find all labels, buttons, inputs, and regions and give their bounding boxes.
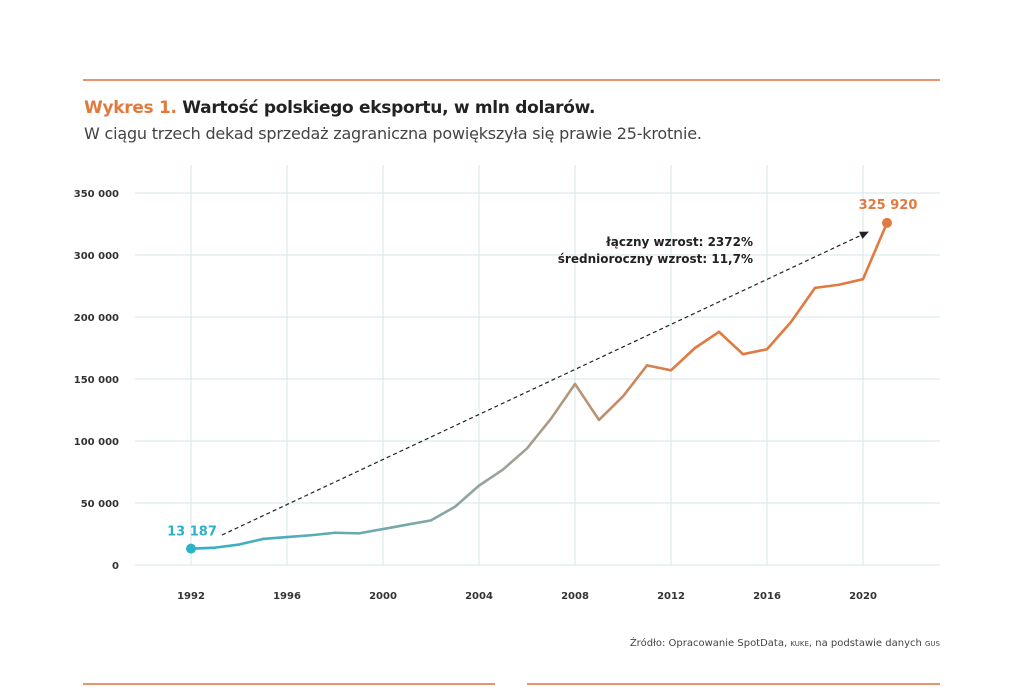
top-rule [83,79,940,81]
x-tick-label: 1996 [273,591,301,602]
data-point [261,537,265,541]
data-point [405,523,409,526]
data-point [333,531,337,534]
data-point [477,484,481,487]
data-point [621,395,625,398]
data-point [453,505,457,508]
data-point [645,364,649,367]
source-middle: , na podstawie danych [808,638,925,649]
data-point [837,283,841,286]
source-gus: gus [925,638,940,649]
data-point [573,382,577,386]
total-growth-label: łączny wzrost: 2372% [605,235,753,249]
data-point [357,532,361,535]
y-tick-label: 350 000 [74,189,119,200]
data-point [789,320,793,324]
y-tick-label: 150 000 [74,375,119,386]
y-tick-label: 200 000 [74,313,119,324]
avg-growth-label: średnioroczny wzrost: 11,7% [558,252,753,266]
export-series-line [190,222,889,550]
start-value-label: 13 187 [167,525,217,540]
x-tick-label: 2004 [465,591,493,602]
data-point [669,369,673,372]
end-value-label: 325 920 [859,198,918,213]
source-prefix: Źródło: Opracowanie SpotData, [629,638,791,649]
y-tick-label: 50 000 [81,499,119,510]
data-point [549,417,553,420]
start-point-marker [186,543,196,554]
x-tick-label: 1992 [177,591,205,602]
data-point [861,277,865,281]
data-point [693,346,697,350]
source-kuke: kuke [790,638,809,649]
data-point [429,519,433,522]
x-tick-label: 2000 [369,591,397,602]
data-point [813,286,817,290]
chart-number: Wykres 1. [84,98,177,118]
x-tick-label: 2020 [849,591,877,602]
data-point [525,447,529,450]
y-tick-label: 300 000 [74,251,119,262]
data-point [741,353,745,356]
y-tick-label: 100 000 [74,437,119,448]
bottom-rule-left [83,683,495,685]
data-point [765,348,769,351]
y-tick-label: 0 [112,561,119,572]
x-tick-label: 2008 [561,591,589,602]
data-point [501,468,505,471]
chart-subtitle: W ciągu trzech dekad sprzedaż zagraniczn… [84,124,702,143]
data-point [237,543,241,546]
data-point [381,527,385,531]
data-point [597,418,601,422]
data-point [717,330,721,334]
end-point-marker [882,217,892,228]
data-point [213,546,217,549]
bottom-rule-right [527,683,940,685]
x-tick-label: 2012 [657,591,685,602]
x-tick-label: 2016 [753,591,781,602]
chart-title-text: Wartość polskiego eksportu, w mln dolaró… [176,98,596,118]
chart-title: Wykres 1. Wartość polskiego eksportu, w … [84,98,595,118]
source-note: Źródło: Opracowanie SpotData, kuke, na p… [630,638,940,649]
data-point [285,535,289,539]
growth-arrow [221,231,869,536]
data-point [309,534,313,537]
